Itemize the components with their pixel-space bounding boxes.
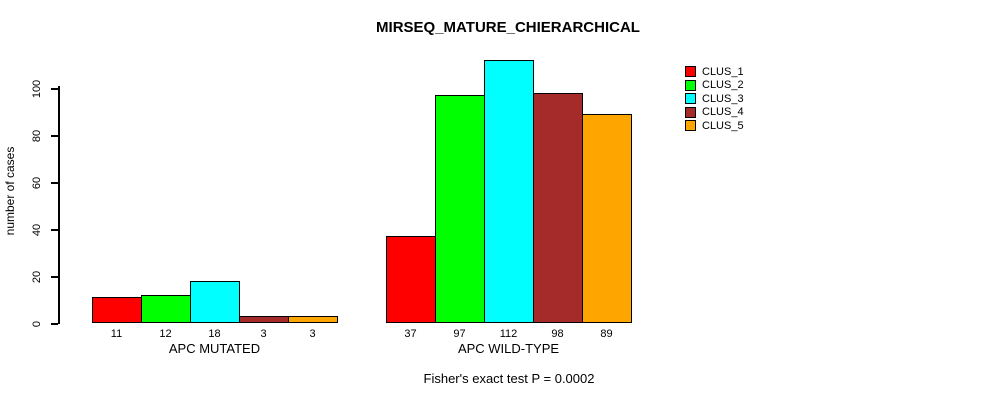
y-tick-label: 100 [31, 79, 43, 99]
chart-title: MIRSEQ_MATURE_CHIERARCHICAL [376, 19, 640, 36]
bar-value-label: 97 [453, 328, 466, 340]
legend-label: CLUS_3 [702, 92, 744, 105]
y-tick-mark [51, 323, 58, 325]
legend: CLUS_1 CLUS_2 CLUS_3 CLUS_4 CLUS_5 [685, 65, 744, 133]
y-tick-mark [51, 182, 58, 184]
bar-value-label: 12 [159, 328, 172, 340]
legend-item: CLUS_3 [685, 92, 744, 106]
bar-value-label: 11 [110, 328, 123, 340]
y-tick-mark [51, 229, 58, 231]
y-axis-line [58, 86, 60, 324]
bar-value-label: 98 [551, 328, 564, 340]
y-tick-label: 20 [31, 270, 43, 284]
bar [239, 316, 289, 323]
y-tick-label: 0 [31, 320, 43, 328]
bar-value-label: 3 [260, 328, 267, 340]
bar [533, 93, 583, 323]
y-tick-label: 40 [31, 223, 43, 237]
legend-swatch [685, 93, 696, 105]
bar-value-label: 18 [208, 328, 221, 340]
x-group-label: APC WILD-TYPE [457, 341, 560, 356]
y-tick-label: 80 [31, 129, 43, 143]
legend-item: CLUS_5 [685, 119, 744, 133]
bar [92, 297, 142, 323]
y-tick-mark [51, 276, 58, 278]
bar-value-label: 37 [404, 328, 417, 340]
bar-value-label: 89 [600, 328, 613, 340]
bar [288, 316, 338, 323]
legend-label: CLUS_4 [702, 106, 744, 119]
bar [484, 60, 534, 323]
legend-item: CLUS_4 [685, 106, 744, 120]
bar [435, 95, 485, 323]
legend-label: CLUS_1 [702, 65, 744, 78]
legend-swatch [685, 120, 696, 132]
y-axis-label: number of cases [3, 146, 17, 236]
bar [190, 281, 240, 323]
bar [582, 114, 632, 323]
y-tick-label: 60 [31, 176, 43, 190]
chart-subtitle: Fisher's exact test P = 0.0002 [423, 371, 595, 386]
legend-label: CLUS_5 [702, 119, 744, 132]
legend-item: CLUS_2 [685, 79, 744, 93]
bar-value-label: 3 [309, 328, 316, 340]
bar [386, 236, 436, 323]
legend-label: CLUS_2 [702, 79, 744, 92]
bar-value-label: 112 [499, 328, 518, 340]
legend-swatch [685, 79, 696, 91]
y-tick-mark [51, 135, 58, 137]
y-tick-mark [51, 88, 58, 90]
legend-swatch [685, 66, 696, 78]
bar [141, 295, 191, 323]
legend-swatch [685, 106, 696, 118]
x-group-label: APC MUTATED [168, 341, 261, 356]
legend-item: CLUS_1 [685, 65, 744, 79]
